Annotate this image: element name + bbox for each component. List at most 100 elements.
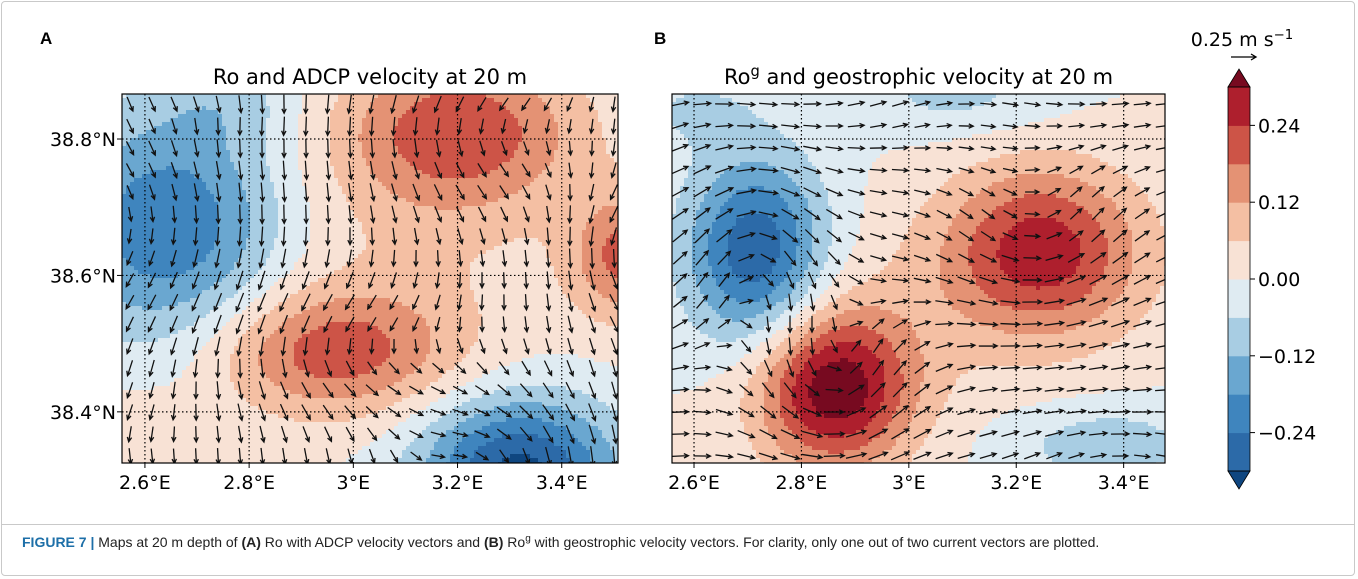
- contour-cell: [530, 210, 535, 215]
- contour-cell: [274, 186, 279, 191]
- contour-cell: [442, 202, 447, 207]
- contour-cell: [338, 134, 343, 139]
- contour-cell: [570, 246, 575, 251]
- contour-cell: [486, 178, 491, 183]
- contour-cell: [142, 218, 147, 223]
- contour-cell: [286, 238, 291, 243]
- contour-cell: [418, 150, 423, 155]
- contour-cell: [218, 234, 223, 239]
- contour-cell: [358, 178, 363, 183]
- contour-cell: [482, 126, 487, 131]
- contour-cell: [318, 198, 323, 203]
- contour-cell: [130, 198, 135, 203]
- contour-cell: [430, 110, 435, 115]
- contour-cell: [262, 118, 267, 123]
- contour-cell: [506, 138, 511, 143]
- contour-cell: [386, 122, 391, 127]
- contour-cell: [558, 198, 563, 203]
- contour-cell: [258, 254, 263, 259]
- contour-cell: [602, 158, 607, 163]
- contour-cell: [450, 98, 455, 103]
- contour-cell: [534, 126, 539, 131]
- contour-cell: [214, 122, 219, 127]
- contour-cell: [518, 222, 523, 227]
- contour-cell: [250, 226, 255, 231]
- contour-cell: [406, 166, 411, 171]
- contour-cell: [174, 122, 179, 127]
- contour-cell: [354, 190, 359, 195]
- contour-cell: [506, 246, 511, 251]
- contour-cell: [510, 130, 515, 135]
- contour-cell: [286, 174, 291, 179]
- contour-cell: [298, 206, 303, 211]
- contour-cell: [530, 162, 535, 167]
- contour-cell: [290, 118, 295, 123]
- contour-cell: [306, 210, 311, 215]
- contour-cell: [458, 134, 463, 139]
- contour-cell: [158, 150, 163, 155]
- contour-cell: [610, 110, 615, 115]
- contour-cell: [546, 162, 551, 167]
- contour-cell: [466, 214, 471, 219]
- contour-cell: [562, 218, 567, 223]
- contour-cell: [586, 238, 591, 243]
- contour-cell: [470, 118, 475, 123]
- contour-cell: [474, 166, 479, 171]
- contour-cell: [310, 174, 315, 179]
- contour-cell: [166, 150, 171, 155]
- contour-cell: [298, 162, 303, 167]
- contour-cell: [534, 178, 539, 183]
- contour-cell: [206, 170, 211, 175]
- contour-cell: [342, 242, 347, 247]
- contour-cell: [590, 134, 595, 139]
- contour-cell: [146, 210, 151, 215]
- contour-cell: [394, 146, 399, 151]
- contour-cell: [542, 234, 547, 239]
- contour-cell: [514, 114, 519, 119]
- contour-cell: [362, 202, 367, 207]
- contour-cell: [122, 146, 127, 151]
- contour-cell: [306, 230, 311, 235]
- contour-cell: [310, 202, 315, 207]
- contour-cell: [426, 106, 431, 111]
- contour-cell: [358, 198, 363, 203]
- contour-cell: [206, 250, 211, 255]
- contour-cell: [278, 118, 283, 123]
- contour-cell: [450, 238, 455, 243]
- contour-cell: [402, 226, 407, 231]
- contour-cell: [318, 146, 323, 151]
- contour-cell: [378, 146, 383, 151]
- contour-cell: [170, 198, 175, 203]
- contour-cell: [322, 138, 327, 143]
- contour-cell: [250, 166, 255, 171]
- contour-cell: [554, 170, 559, 175]
- contour-cell: [446, 122, 451, 127]
- contour-cell: [194, 198, 199, 203]
- contour-cell: [598, 186, 603, 191]
- contour-cell: [530, 206, 535, 211]
- contour-cell: [602, 246, 607, 251]
- contour-cell: [270, 98, 275, 103]
- contour-cell: [450, 126, 455, 131]
- contour-cell: [418, 186, 423, 191]
- contour-cell: [398, 142, 403, 147]
- contour-cell: [462, 206, 467, 211]
- contour-cell: [314, 202, 319, 207]
- contour-cell: [154, 226, 159, 231]
- contour-cell: [602, 170, 607, 175]
- contour-cell: [342, 218, 347, 223]
- contour-cell: [390, 246, 395, 251]
- contour-cell: [586, 158, 591, 163]
- contour-cell: [414, 198, 419, 203]
- contour-cell: [262, 242, 267, 247]
- contour-cell: [358, 130, 363, 135]
- contour-cell: [478, 126, 483, 131]
- contour-cell: [258, 150, 263, 155]
- contour-cell: [466, 122, 471, 127]
- contour-cell: [522, 222, 527, 227]
- contour-cell: [502, 114, 507, 119]
- contour-cell: [154, 154, 159, 159]
- contour-cell: [218, 146, 223, 151]
- contour-cell: [474, 250, 479, 255]
- contour-cell: [446, 162, 451, 167]
